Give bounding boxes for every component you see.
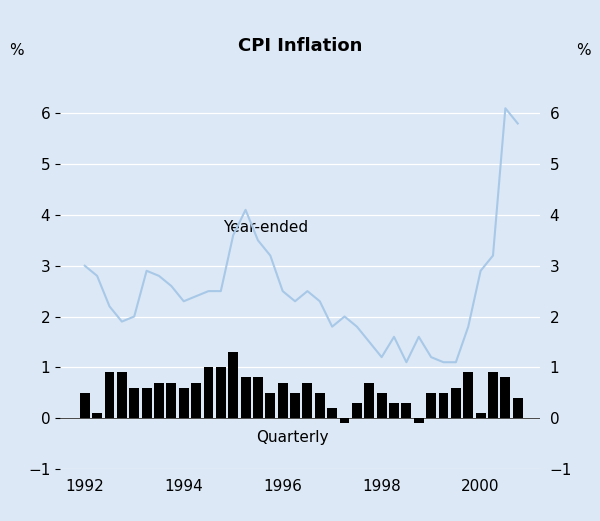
Bar: [513, 398, 523, 418]
Bar: [500, 377, 511, 418]
Bar: [327, 408, 337, 418]
Bar: [104, 373, 115, 418]
Text: %: %: [576, 43, 590, 58]
Bar: [401, 403, 412, 418]
Bar: [228, 352, 238, 418]
Bar: [352, 403, 362, 418]
Bar: [203, 367, 214, 418]
Bar: [154, 382, 164, 418]
Bar: [278, 382, 287, 418]
Bar: [451, 388, 461, 418]
Bar: [241, 377, 251, 418]
Text: Quarterly: Quarterly: [256, 430, 329, 445]
Bar: [253, 377, 263, 418]
Bar: [426, 393, 436, 418]
Bar: [92, 413, 102, 418]
Bar: [488, 373, 498, 418]
Bar: [389, 403, 399, 418]
Bar: [166, 382, 176, 418]
Bar: [129, 388, 139, 418]
Bar: [476, 413, 485, 418]
Bar: [439, 393, 448, 418]
Bar: [265, 393, 275, 418]
Bar: [216, 367, 226, 418]
Bar: [290, 393, 300, 418]
Bar: [463, 373, 473, 418]
Text: %: %: [10, 43, 24, 58]
Bar: [315, 393, 325, 418]
Bar: [142, 388, 152, 418]
Text: Year-ended: Year-ended: [223, 220, 308, 235]
Title: CPI Inflation: CPI Inflation: [238, 38, 362, 55]
Bar: [302, 382, 313, 418]
Bar: [377, 393, 386, 418]
Bar: [414, 418, 424, 423]
Bar: [179, 388, 188, 418]
Bar: [191, 382, 201, 418]
Bar: [117, 373, 127, 418]
Bar: [340, 418, 349, 423]
Bar: [364, 382, 374, 418]
Bar: [80, 393, 89, 418]
